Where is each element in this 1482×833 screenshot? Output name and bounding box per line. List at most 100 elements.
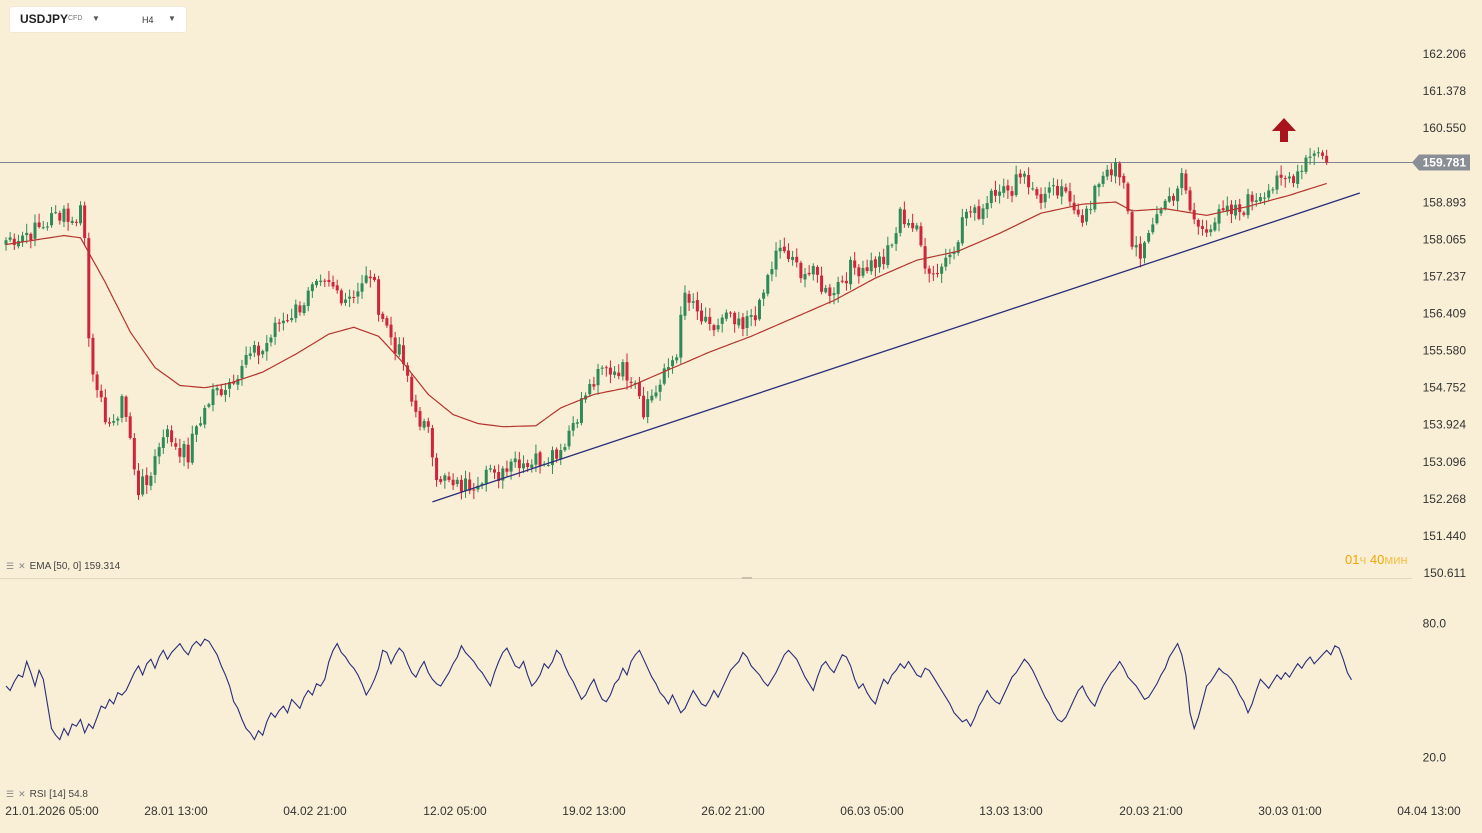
- close-icon[interactable]: ✕: [18, 561, 26, 571]
- y-tick-label: 161.378: [1423, 84, 1467, 98]
- candle: [385, 315, 389, 328]
- ema-legend: ☰ ✕ EMA [50, 0] 159.314: [6, 561, 120, 572]
- up-arrow-icon[interactable]: [1272, 118, 1296, 142]
- candle: [62, 205, 66, 228]
- candle: [377, 275, 381, 322]
- candle: [1006, 179, 1010, 199]
- close-icon[interactable]: ✕: [18, 789, 26, 799]
- symbol-name[interactable]: USDJPY: [20, 12, 69, 26]
- timeframe-dropdown-icon[interactable]: ▼: [168, 14, 176, 23]
- candle: [911, 213, 915, 232]
- candle: [120, 394, 124, 423]
- candle: [969, 206, 973, 218]
- rsi-label: RSI [14] 54.8: [29, 789, 88, 800]
- axes: 162.206 161.378 160.550 158.893 158.065 157.2…: [0, 47, 1470, 818]
- last-price-badge: [1412, 154, 1470, 171]
- x-tick-label: 19.02 13:00: [562, 804, 626, 818]
- candle: [1130, 209, 1134, 250]
- candle: [617, 364, 621, 380]
- candle: [762, 289, 766, 307]
- candle: [708, 308, 712, 331]
- candle: [95, 371, 99, 398]
- y-tick-label: 152.268: [1423, 492, 1467, 506]
- candle: [244, 346, 248, 368]
- candle: [368, 270, 372, 288]
- candle: [1014, 165, 1018, 198]
- candle: [592, 376, 596, 391]
- candle: [236, 374, 240, 391]
- candle: [588, 379, 592, 397]
- candle: [782, 237, 786, 254]
- candle: [219, 383, 223, 397]
- rsi-y-tick-label: 20.0: [1423, 751, 1447, 765]
- candle: [298, 301, 302, 316]
- candle: [79, 201, 83, 226]
- candle: [1118, 161, 1122, 186]
- candle: [865, 259, 869, 274]
- candle: [1010, 186, 1014, 203]
- candle: [290, 308, 294, 323]
- candle: [58, 210, 62, 225]
- candle: [828, 283, 832, 304]
- candle: [944, 248, 948, 271]
- candle: [248, 346, 252, 360]
- candle: [1060, 179, 1064, 205]
- candle: [464, 470, 468, 498]
- symbol-selector[interactable]: USDJPY CFD ▼ H4 ▼: [10, 7, 186, 32]
- y-tick-label: 160.550: [1423, 121, 1467, 135]
- candle: [691, 293, 695, 309]
- menu-icon[interactable]: ☰: [6, 789, 15, 799]
- symbol-dropdown-icon[interactable]: ▼: [92, 14, 100, 23]
- candle: [857, 264, 861, 284]
- candle: [136, 462, 140, 500]
- candle: [774, 242, 778, 277]
- candle: [927, 265, 931, 283]
- candle: [306, 287, 310, 312]
- candle: [45, 222, 49, 231]
- x-tick-label: 28.01 13:00: [144, 804, 208, 818]
- x-tick-label: 06.03 05:00: [840, 804, 904, 818]
- x-tick-label: 21.01.2026 05:00: [5, 804, 99, 818]
- candle: [654, 385, 658, 399]
- candle: [621, 359, 625, 381]
- pane-resize-handle[interactable]: [742, 577, 752, 579]
- candle: [418, 406, 422, 431]
- timeframe-label[interactable]: H4: [142, 15, 154, 25]
- candle: [1138, 236, 1142, 268]
- candle: [323, 278, 327, 288]
- timer-hours-unit: ч: [1359, 552, 1367, 567]
- y-tick-label: 153.096: [1423, 455, 1467, 469]
- candle: [360, 274, 364, 299]
- candle: [567, 425, 571, 450]
- candle: [1022, 171, 1026, 184]
- candle: [766, 273, 770, 297]
- candle: [1035, 186, 1039, 199]
- candle: [1085, 205, 1089, 226]
- candle: [1043, 187, 1047, 209]
- candle: [998, 184, 1002, 204]
- candle: [397, 337, 401, 358]
- candle: [675, 354, 679, 364]
- candle: [1267, 184, 1271, 201]
- candle: [853, 252, 857, 275]
- candle: [74, 219, 78, 227]
- candle: [232, 374, 236, 386]
- ema-label: EMA [50, 0] 159.314: [29, 561, 121, 572]
- y-tick-label: 150.611: [1424, 566, 1467, 580]
- candle: [211, 383, 215, 412]
- candle: [629, 377, 633, 389]
- candle: [985, 196, 989, 219]
- candle: [1097, 182, 1101, 197]
- candle: [468, 472, 472, 495]
- candle: [1287, 172, 1291, 183]
- candle: [1047, 181, 1051, 199]
- menu-icon[interactable]: ☰: [6, 561, 15, 571]
- trendline[interactable]: [432, 192, 1360, 503]
- candle: [733, 311, 737, 333]
- candle: [791, 250, 795, 266]
- candle: [960, 208, 964, 246]
- candle: [625, 353, 629, 390]
